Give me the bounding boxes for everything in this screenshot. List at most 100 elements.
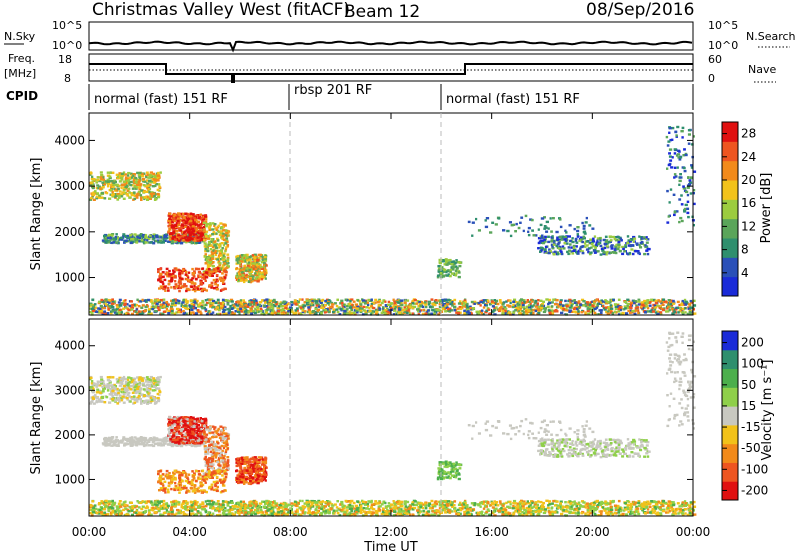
power-cell	[175, 311, 178, 314]
power-cell	[200, 237, 204, 241]
power-cell	[624, 307, 627, 310]
power-cell	[225, 266, 228, 270]
power-cell	[277, 310, 281, 313]
power-cell	[653, 304, 657, 307]
power-cell	[440, 300, 444, 304]
power-cell	[563, 235, 568, 239]
power-cell	[120, 311, 123, 314]
power-cell	[177, 311, 181, 314]
power-cell	[317, 298, 321, 301]
power-cell	[112, 181, 116, 184]
power-cell	[124, 306, 128, 309]
power-cell	[191, 234, 195, 238]
power-cell	[159, 280, 163, 283]
power-cell	[155, 172, 159, 175]
power-cell	[665, 135, 669, 139]
power-cell	[178, 236, 182, 239]
power-cell	[157, 171, 160, 175]
velocity-cell	[146, 378, 149, 381]
power-cell	[527, 233, 531, 237]
power-cell	[226, 301, 230, 305]
power-cell	[172, 228, 176, 232]
power-cell	[205, 268, 209, 271]
power-cell	[290, 300, 294, 304]
power-cell	[143, 196, 147, 199]
power-cell	[648, 301, 652, 304]
power-cell	[189, 217, 192, 220]
power-cell	[599, 253, 603, 256]
power-cell	[109, 306, 112, 310]
power-cell	[547, 251, 551, 255]
power-cell	[91, 186, 95, 190]
power-cell	[145, 174, 148, 177]
power-cell	[201, 226, 204, 230]
velocity-cell	[124, 377, 127, 381]
power-cell	[148, 191, 151, 194]
power-cell	[143, 235, 146, 238]
power-cell	[216, 279, 219, 283]
power-cell	[579, 247, 582, 250]
power-cell	[471, 234, 474, 237]
power-cell	[145, 171, 149, 174]
velocity-cell	[149, 385, 154, 388]
power-cell	[204, 303, 208, 307]
power-cell	[616, 247, 620, 250]
power-cell	[600, 247, 604, 250]
power-cell	[413, 298, 417, 302]
velocity-cell	[181, 436, 184, 439]
power-cell	[573, 227, 576, 231]
power-cell	[89, 172, 93, 175]
power-cell	[125, 184, 129, 187]
velocity-cell	[124, 389, 128, 393]
power-cell	[629, 301, 634, 304]
power-cell	[135, 239, 139, 242]
power-cell	[450, 262, 454, 266]
power-cell	[555, 251, 559, 254]
power-cell	[206, 298, 210, 301]
power-cell	[454, 261, 457, 265]
power-cell	[169, 235, 173, 238]
power-cell	[154, 299, 158, 302]
power-cell	[367, 303, 370, 306]
power-cell	[517, 310, 521, 313]
velocity-cell	[120, 381, 124, 384]
power-cell	[151, 178, 154, 181]
power-cell	[209, 234, 212, 237]
power-cell	[139, 300, 143, 303]
power-cell	[192, 233, 197, 236]
power-cell	[191, 215, 194, 218]
power-cell	[549, 250, 552, 253]
power-cell	[455, 272, 458, 275]
power-cell	[187, 217, 191, 220]
power-cell	[146, 236, 150, 239]
velocity-cell	[143, 377, 146, 380]
power-cell	[215, 251, 218, 254]
power-cell	[382, 306, 385, 309]
power-cell	[230, 307, 234, 310]
power-cell	[250, 270, 254, 273]
power-cell	[197, 271, 201, 274]
power-cell	[306, 310, 310, 314]
power-cell	[248, 256, 252, 259]
velocity-cell	[130, 378, 133, 382]
power-cell	[636, 309, 640, 312]
power-cell	[428, 305, 432, 309]
power-cell	[542, 300, 545, 303]
cpid-label: CPID	[6, 89, 38, 103]
velocity-cell	[118, 384, 122, 387]
power-cell	[122, 235, 125, 238]
power-cell	[364, 312, 368, 316]
power-cell	[98, 185, 101, 188]
power-cell	[229, 298, 234, 302]
power-cell	[491, 310, 495, 313]
power-cell	[352, 300, 356, 303]
power-cell	[280, 310, 284, 313]
power-cell	[669, 299, 673, 302]
power-cell	[343, 310, 347, 313]
power-cell	[299, 312, 303, 315]
power-cell	[181, 223, 184, 226]
power-cell	[217, 243, 221, 247]
power-cell	[528, 300, 531, 303]
power-cell	[610, 247, 614, 250]
power-cell	[174, 283, 178, 286]
